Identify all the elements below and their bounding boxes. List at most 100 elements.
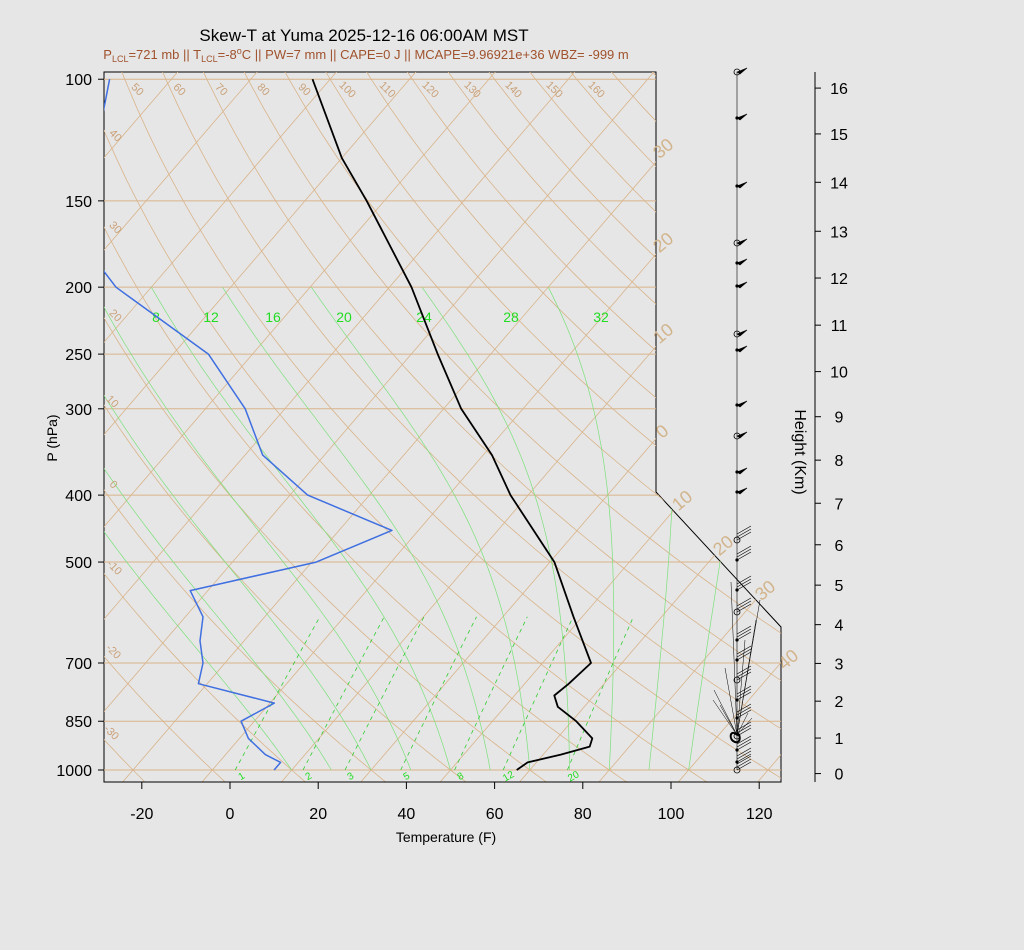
moist-adiabat-line xyxy=(104,287,332,771)
dry-adiabat-line xyxy=(104,72,551,782)
height-tick-label: 7 xyxy=(835,496,844,513)
moist-adiabat-line xyxy=(150,287,451,771)
height-tick-label: 2 xyxy=(835,694,844,711)
isotherm-line xyxy=(596,72,781,782)
height-tick-label: 6 xyxy=(835,538,844,555)
moist-adiabat-line xyxy=(104,287,292,771)
wind-barb xyxy=(733,525,752,544)
temperature-trace xyxy=(311,78,594,771)
pressure-tick-label: 400 xyxy=(65,488,92,505)
isotherm-line xyxy=(835,48,1024,785)
x-tick-label: 60 xyxy=(486,806,504,823)
height-tick-label: 16 xyxy=(830,81,848,98)
mixing-ratio-label: 16 xyxy=(265,309,281,325)
isotherm-line xyxy=(516,72,781,782)
mixing-ratio-lower-label: 12 xyxy=(501,769,517,784)
mixing-ratio-lower-label: 2 xyxy=(304,770,315,783)
mixing-ratio-line xyxy=(302,616,385,771)
barb-tangle-line xyxy=(736,712,749,736)
isotherm-line xyxy=(278,72,781,782)
wind-barb xyxy=(735,575,752,592)
height-tick-label: 1 xyxy=(835,731,844,748)
subtitle-rest: C || PW=7 mm || CAPE=0 J || MCAPE=9.9692… xyxy=(242,47,629,62)
pressure-tick-label: 100 xyxy=(65,72,92,89)
barb-tangle-line xyxy=(736,639,746,736)
pressure-tick-label: 250 xyxy=(65,347,92,364)
mixing-ratio-lower-label: 8 xyxy=(456,770,467,783)
isotherm-line xyxy=(104,72,517,782)
dry-adiabat-line xyxy=(271,72,781,782)
mixing-ratio-line xyxy=(344,616,425,771)
height-axis-label: Height (Km) xyxy=(791,409,808,494)
sounding-traces xyxy=(104,78,594,771)
wind-barb xyxy=(735,400,748,408)
pressure-tick-label: 700 xyxy=(65,656,92,673)
barb-surface-loop xyxy=(729,731,741,744)
mixing-ratio-lower-label: 5 xyxy=(402,770,413,783)
height-tick-label: 11 xyxy=(831,318,848,335)
barb-tangle-line xyxy=(712,699,738,736)
x-tick-label: 0 xyxy=(226,806,235,823)
pressure-tick-label: 300 xyxy=(65,402,92,419)
mixing-ratio-label: 12 xyxy=(203,309,219,325)
height-tick-label: 15 xyxy=(830,127,848,144)
height-tick-label: 8 xyxy=(835,453,844,470)
dry-adiabat-line xyxy=(151,72,781,782)
axes: 100 150 200 250 300 400 500 700 8 5 0 1000 -20 0 20 40 6… xyxy=(56,72,848,823)
wind-barb xyxy=(735,487,748,495)
pressure-tick-label: 500 xyxy=(65,555,92,572)
mixing-ratio-lower-label: 1 xyxy=(237,770,248,783)
x-tick-label: 40 xyxy=(398,806,416,823)
x-tick-label: -20 xyxy=(130,806,153,823)
chart-title: Skew-T at Yuma 2025-12-16 06:00AM MST xyxy=(199,26,528,45)
moist-adiabat-line xyxy=(104,287,412,771)
dry-adiabat-line xyxy=(104,72,712,782)
pressure-tick-label: 150 xyxy=(65,194,92,211)
barb-tangle-line xyxy=(719,704,738,736)
moist-adiabat-line xyxy=(421,286,570,771)
height-tick-label: 4 xyxy=(835,618,844,635)
wind-barb xyxy=(735,281,748,289)
wind-barb xyxy=(733,238,748,247)
height-tick-label: 14 xyxy=(830,175,848,192)
wind-barb xyxy=(733,431,748,440)
wind-barb-column xyxy=(712,67,761,774)
barb-tangle-line xyxy=(730,581,738,736)
wind-barb xyxy=(735,258,748,266)
isotherm-line xyxy=(104,72,438,782)
mixing-ratio-line xyxy=(400,616,477,771)
pressure-tick-label: 1000 xyxy=(56,763,92,780)
wind-barb xyxy=(733,329,748,338)
barb-tangle-line xyxy=(736,717,753,736)
wind-barb xyxy=(733,665,752,684)
height-tick-label: 13 xyxy=(830,224,848,241)
dry-adiabat-line xyxy=(311,72,781,782)
height-tick-label: 12 xyxy=(830,271,848,288)
isotherm-line xyxy=(104,72,596,782)
height-tick-label: 9 xyxy=(835,410,844,427)
mixing-ratio-line xyxy=(567,616,634,771)
dry-adiabat-line xyxy=(104,72,229,782)
isotherm-line xyxy=(0,48,40,785)
subtitle-t-lcl: =-8 xyxy=(218,47,237,62)
wind-barb xyxy=(735,345,748,353)
dry-adiabat-line xyxy=(104,72,390,782)
barb-tangle-line xyxy=(724,667,738,736)
subtitle-p-lcl: =721 mb || T xyxy=(128,47,201,62)
dry-adiabat-line xyxy=(104,72,470,782)
x-axis-label: Temperature (F) xyxy=(396,829,496,845)
isotherm-line xyxy=(104,72,279,782)
wind-barb xyxy=(733,755,752,774)
isotherm-line xyxy=(120,72,755,782)
moist-adiabat-line xyxy=(547,287,615,771)
height-tick-label: 3 xyxy=(835,656,844,673)
height-tick-label: 10 xyxy=(830,365,848,382)
dewpoint-trace xyxy=(104,79,393,771)
mixing-ratio-lower-label: 20 xyxy=(566,769,582,784)
pressure-tick-label: 200 xyxy=(65,280,92,297)
height-tick-label: 0 xyxy=(835,767,844,784)
isotherm-line xyxy=(104,72,676,782)
x-tick-label: 100 xyxy=(658,806,685,823)
barb-tangle-line xyxy=(713,689,738,736)
